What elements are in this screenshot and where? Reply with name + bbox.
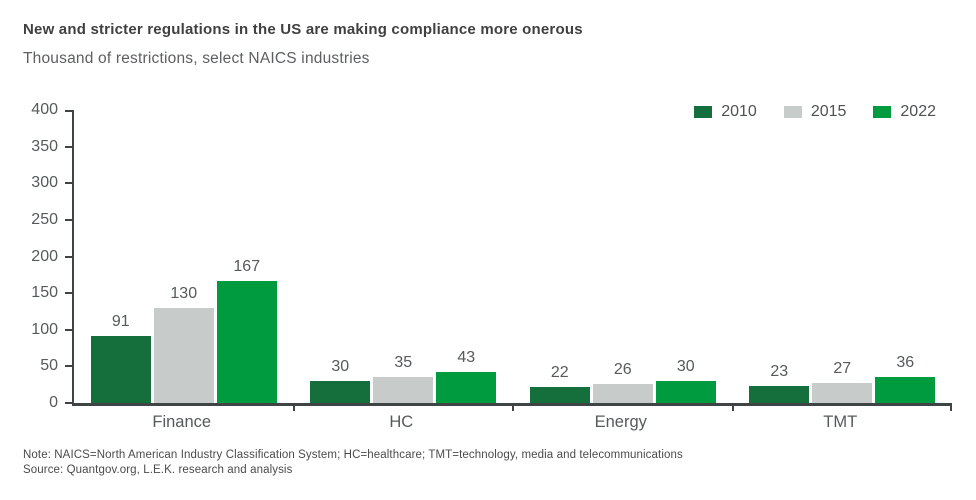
x-tick-mark — [512, 406, 514, 411]
bar-value-label: 30 — [331, 358, 350, 376]
legend-item-2015: 2015 — [783, 103, 847, 121]
legend-label: 2010 — [721, 103, 757, 120]
bar-value-label: 35 — [394, 354, 413, 372]
legend-swatch-icon — [783, 106, 802, 118]
x-category-label: Finance — [152, 413, 212, 431]
bar-HC-2015: 35 — [373, 354, 434, 403]
bar-Energy-2010: 22 — [529, 364, 590, 403]
y-tick-mark — [65, 292, 72, 295]
y-tick-label: 150 — [31, 284, 58, 302]
x-category-label: HC — [389, 413, 414, 431]
legend-label: 2022 — [900, 103, 936, 120]
bar-group-TMT: 23 27 36 — [733, 110, 953, 403]
bar-Finance-2015: 130 — [153, 285, 214, 403]
x-tick-mark — [731, 406, 734, 411]
x-tick-mark — [292, 406, 295, 411]
y-tick-label: 300 — [31, 174, 58, 192]
bar-Finance-2022: 167 — [216, 258, 277, 403]
bar-Finance-2010: 91 — [90, 313, 151, 403]
y-tick-label: 350 — [31, 137, 58, 155]
y-tick-mark — [65, 402, 72, 404]
y-tick-mark — [65, 328, 72, 331]
bar-group-Finance: 91 130 167 — [74, 110, 294, 403]
bar-value-label: 23 — [770, 363, 789, 381]
y-tick-label: 200 — [31, 247, 58, 265]
y-tick-mark — [65, 110, 72, 112]
y-tick-label: 0 — [49, 394, 58, 411]
legend-swatch-icon — [873, 106, 892, 118]
bar-Energy-2022: 30 — [655, 358, 716, 403]
bar-value-label: 43 — [457, 348, 476, 366]
y-tick-mark — [65, 145, 72, 148]
legend-label: 2015 — [810, 103, 847, 120]
bar-TMT-2010: 23 — [749, 363, 810, 403]
y-tick-label: 250 — [31, 210, 58, 228]
bar-group-HC: 30 35 43 — [294, 110, 514, 403]
bar-value-label: 36 — [896, 353, 915, 371]
chart-legend: 2010 2015 2022 — [694, 103, 936, 121]
legend-swatch-icon — [694, 106, 713, 118]
y-tick-mark — [65, 182, 72, 185]
bar-value-label: 27 — [833, 360, 852, 378]
page-subtitle: Thousand of restrictions, select NAICS i… — [23, 50, 370, 67]
bar-TMT-2022: 36 — [875, 354, 936, 403]
x-category-label: TMT — [823, 413, 858, 431]
bar-value-label: 167 — [233, 257, 261, 275]
footnote: Note: NAICS=North American Industry Clas… — [23, 449, 683, 461]
bar-value-label: 91 — [111, 313, 130, 331]
bar-TMT-2015: 27 — [812, 360, 873, 403]
legend-item-2022: 2022 — [873, 103, 936, 121]
source-note: Source: Quantgov.org, L.E.K. research an… — [23, 464, 293, 476]
y-tick-mark — [65, 218, 72, 221]
bar-HC-2010: 30 — [310, 358, 371, 403]
y-tick-mark — [65, 255, 72, 258]
x-category-label: Energy — [594, 413, 647, 431]
y-tick-label: 100 — [31, 320, 58, 338]
y-tick-label: 50 — [40, 357, 58, 375]
y-tick-mark — [65, 365, 72, 368]
page-title: New and stricter regulations in the US a… — [23, 21, 583, 38]
bar-HC-2022: 43 — [436, 349, 497, 403]
x-tick-mark — [950, 406, 952, 411]
y-tick-label: 400 — [31, 101, 58, 118]
bar-group-Energy: 22 26 30 — [513, 110, 733, 403]
bar-value-label: 130 — [170, 284, 198, 302]
bar-value-label: 22 — [550, 363, 569, 381]
bar-Energy-2015: 26 — [592, 361, 653, 403]
plot-area: 91 130 167 30 35 43 22 26 30 23 27 36 — [65, 110, 953, 411]
bar-value-label: 26 — [613, 360, 632, 378]
bar-value-label: 30 — [676, 358, 695, 376]
legend-item-2010: 2010 — [694, 103, 757, 121]
